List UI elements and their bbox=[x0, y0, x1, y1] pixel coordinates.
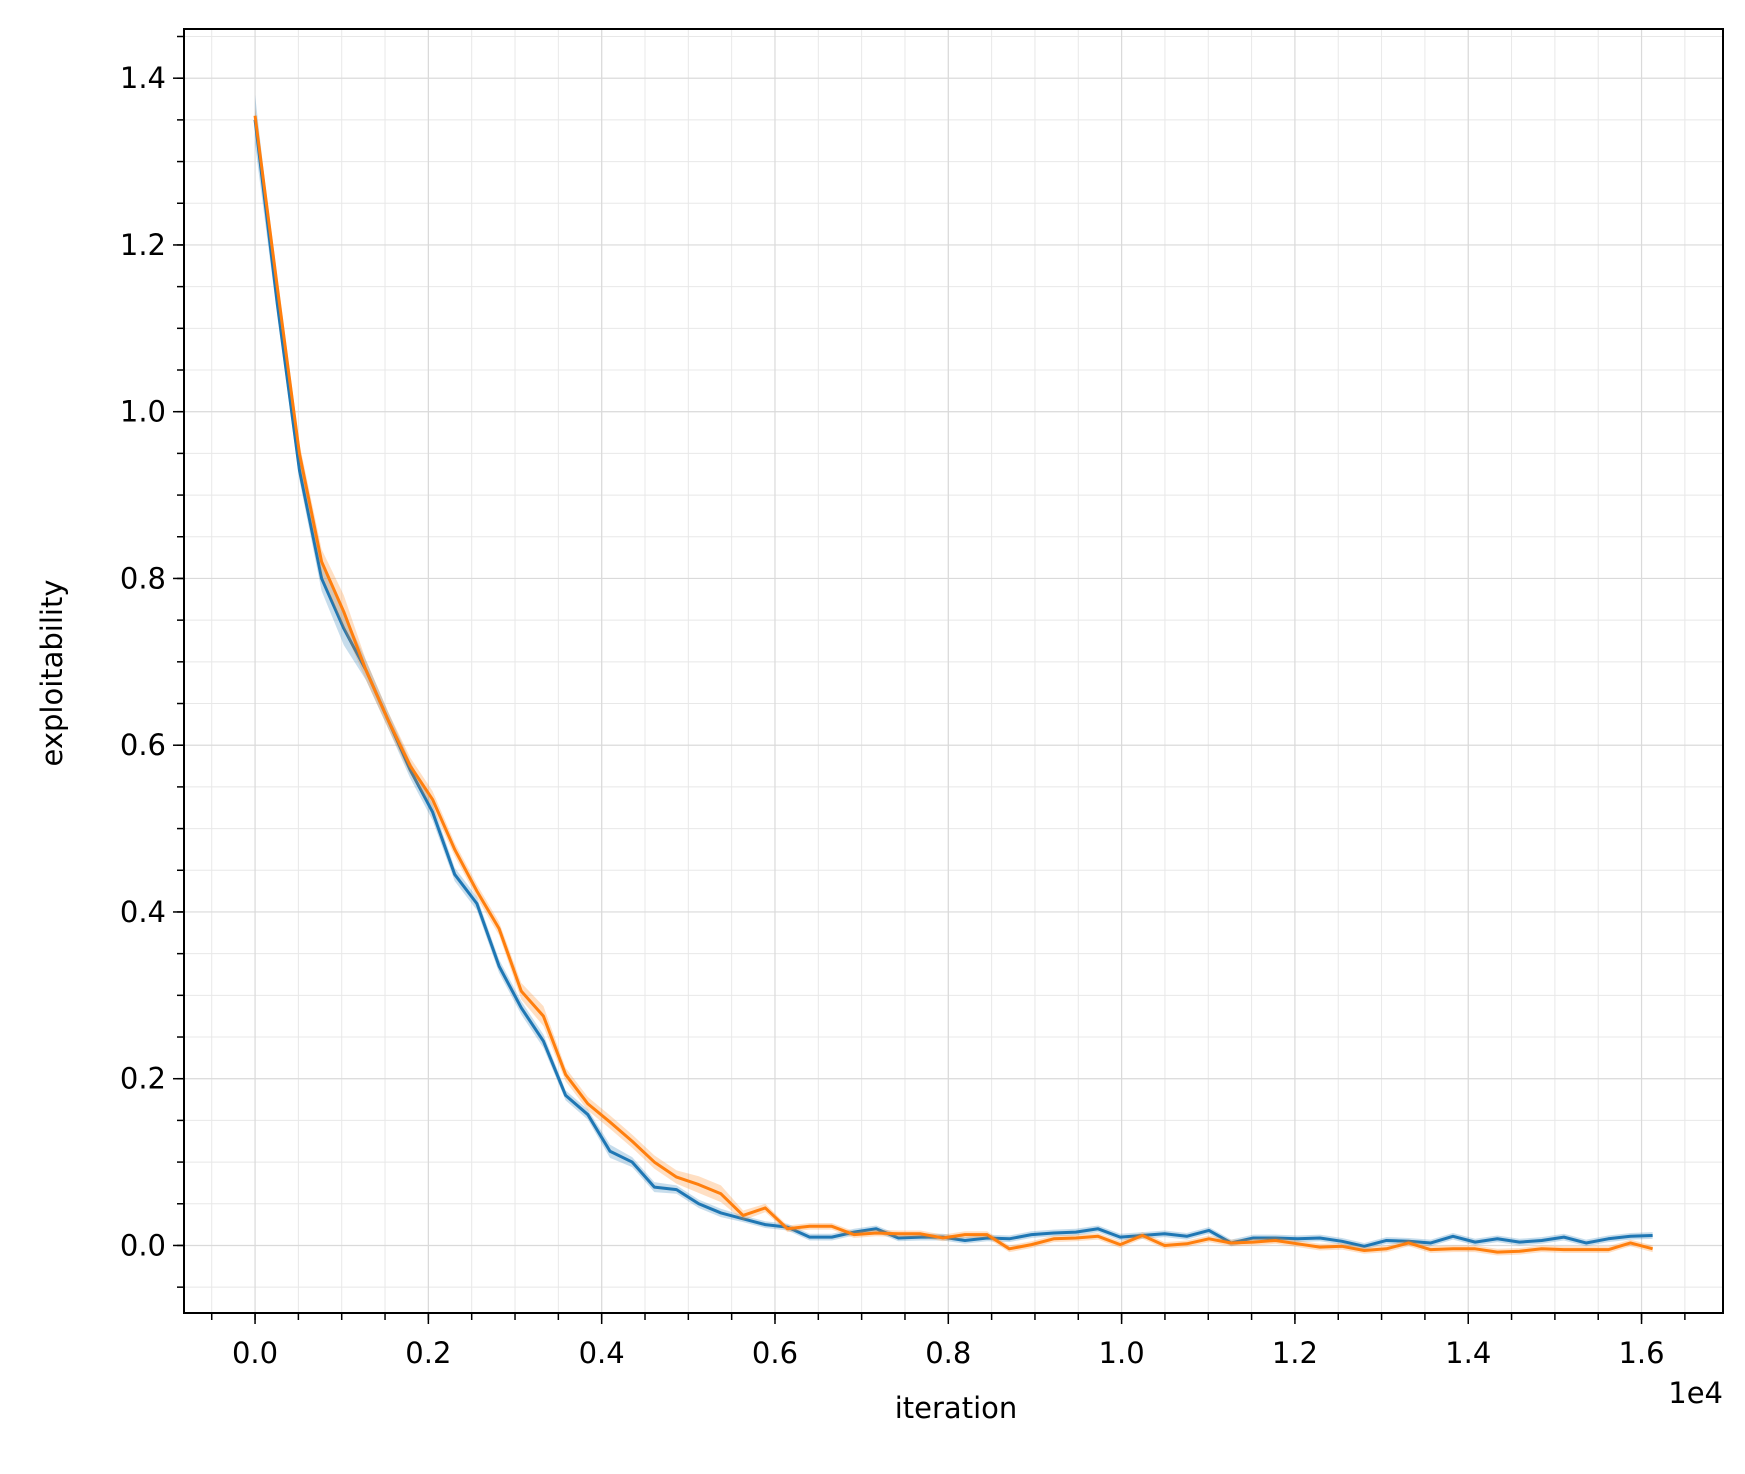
x-tick-label: 1.0 bbox=[1099, 1336, 1145, 1370]
y-tick-label: 0.2 bbox=[120, 1062, 166, 1096]
x-tick-label: 1.6 bbox=[1618, 1336, 1664, 1370]
y-tick-label: 1.0 bbox=[120, 395, 166, 429]
line bbox=[253, 115, 1654, 1254]
y-tick-label: 0.0 bbox=[120, 1228, 166, 1262]
error-band bbox=[255, 107, 1653, 1256]
x-tick-label: 0.4 bbox=[579, 1336, 625, 1370]
y-tick-label: 1.4 bbox=[120, 61, 166, 95]
plot-frame bbox=[183, 28, 1724, 1314]
x-tick-label: 0.0 bbox=[232, 1336, 278, 1370]
y-tick-label: 1.2 bbox=[120, 228, 166, 262]
y-axis-label: exploitability bbox=[35, 579, 69, 766]
x-tick-label: 0.6 bbox=[752, 1336, 798, 1370]
x-tick-label: 0.2 bbox=[405, 1336, 451, 1370]
x-tick-label: 0.8 bbox=[925, 1336, 971, 1370]
error-band bbox=[255, 94, 1653, 1250]
x-axis-label: iteration bbox=[895, 1391, 1018, 1425]
x-tick-label: 1.4 bbox=[1445, 1336, 1491, 1370]
line bbox=[253, 119, 1653, 1248]
x-offset-text: 1e4 bbox=[1668, 1376, 1723, 1410]
y-tick-label: 0.6 bbox=[120, 728, 166, 762]
y-tick-label: 0.4 bbox=[120, 895, 166, 929]
x-tick-label: 1.2 bbox=[1272, 1336, 1318, 1370]
y-tick-label: 0.8 bbox=[120, 561, 166, 595]
